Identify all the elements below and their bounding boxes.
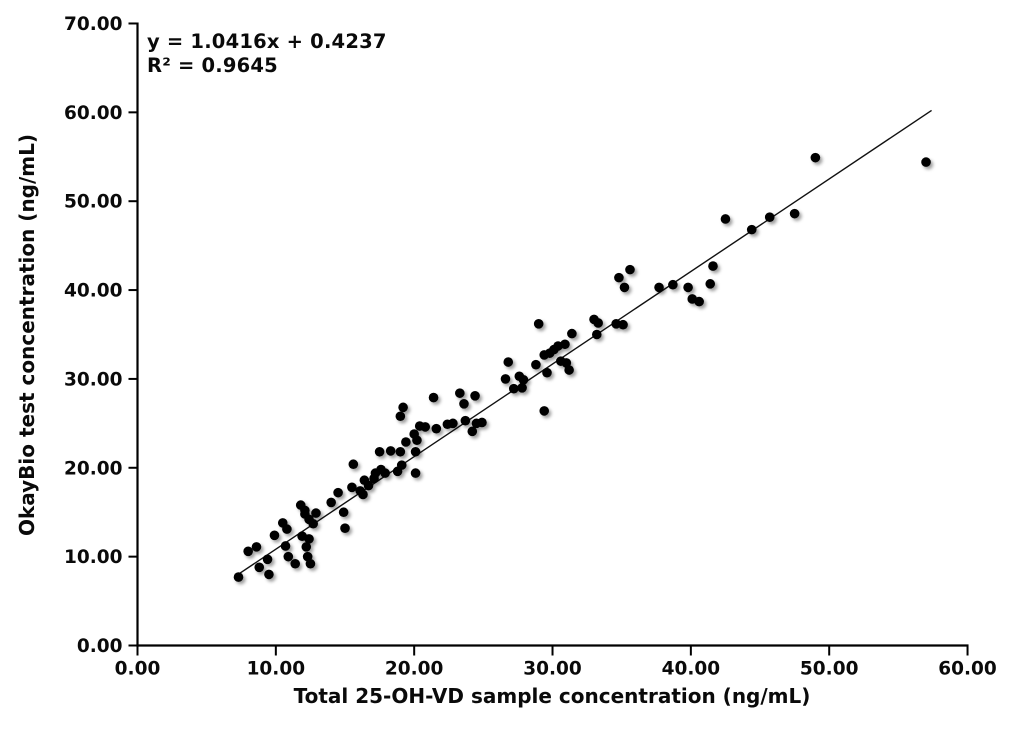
data-point (348, 459, 359, 470)
data-point (467, 426, 478, 437)
data-point (560, 339, 570, 350)
trendline-equation-block: y = 1.0416x + 0.4237 R² = 0.9645 (147, 30, 387, 77)
y-tick-label: 30.00 (64, 369, 123, 390)
data-point (358, 489, 368, 500)
data-point (412, 435, 422, 446)
data-point (305, 558, 316, 569)
data-point (338, 507, 349, 518)
data-point (614, 272, 624, 283)
data-point (683, 282, 693, 293)
data-point (542, 367, 552, 378)
data-point (470, 391, 480, 401)
data-point (340, 523, 350, 534)
x-axis-title: Total 25-OH-VD sample concentration (ng/… (293, 684, 811, 708)
r-squared-value: R² = 0.9645 (147, 53, 278, 77)
data-point (283, 551, 294, 562)
y-tick-label: 50.00 (64, 192, 123, 213)
y-tick-label: 10.00 (64, 547, 123, 568)
data-point (591, 329, 602, 340)
data-point (705, 279, 716, 289)
data-point (625, 264, 635, 275)
data-point (410, 468, 421, 478)
y-tick-label: 40.00 (64, 281, 123, 302)
trendline (236, 109, 932, 576)
x-tick-label: 30.00 (523, 659, 582, 680)
data-point (477, 417, 487, 428)
data-point (308, 518, 318, 529)
data-point (531, 359, 541, 370)
y-tick-label: 60.00 (64, 103, 123, 124)
data-point (392, 466, 403, 477)
data-point (746, 224, 757, 235)
data-point (720, 214, 731, 224)
data-point (500, 374, 511, 384)
data-point (708, 261, 718, 271)
data-point (503, 357, 514, 367)
data-point (264, 569, 274, 580)
data-point (539, 406, 550, 416)
data-point (459, 399, 469, 409)
data-point (398, 402, 408, 413)
data-point (269, 530, 280, 541)
data-point (567, 328, 577, 339)
data-point (508, 383, 519, 394)
data-point (533, 319, 544, 329)
data-point (304, 534, 314, 544)
data-point (410, 446, 421, 457)
x-tick-label: 40.00 (662, 659, 721, 680)
data-point (254, 562, 265, 573)
data-point (517, 383, 527, 393)
data-point (921, 157, 931, 167)
data-point (311, 508, 321, 518)
y-tick-label: 20.00 (64, 458, 123, 479)
data-point (363, 480, 374, 491)
trendline-equation: y = 1.0416x + 0.4237 (147, 30, 387, 53)
scatter-points (233, 152, 931, 582)
data-point (347, 482, 357, 493)
data-point (301, 542, 312, 552)
data-point (395, 446, 406, 457)
y-axis-title: OkayBio test concentration (ng/mL) (15, 133, 39, 537)
data-point (618, 319, 628, 330)
data-point (460, 415, 471, 426)
data-point (280, 541, 291, 551)
data-point (251, 542, 262, 552)
x-tick-label: 20.00 (385, 659, 444, 680)
y-tick-label: 70.00 (64, 14, 123, 35)
data-point (564, 365, 574, 375)
x-tick-label: 50.00 (800, 659, 859, 680)
data-point (455, 388, 465, 398)
data-point (401, 437, 411, 447)
data-point (654, 282, 664, 293)
data-point (282, 524, 292, 534)
data-point (326, 497, 336, 508)
data-point (619, 282, 630, 293)
data-point (374, 446, 385, 457)
data-point (420, 422, 431, 432)
data-point (380, 468, 390, 478)
data-point (333, 487, 343, 498)
data-point (290, 558, 301, 569)
x-tick-label: 10.00 (247, 659, 306, 680)
data-point (448, 418, 458, 429)
data-point (810, 152, 821, 163)
y-tick-label: 0.00 (77, 636, 123, 657)
data-point (233, 572, 244, 582)
data-point (243, 546, 253, 557)
x-tick-label: 0.00 (115, 659, 161, 680)
data-point (431, 423, 442, 434)
data-point (395, 411, 406, 422)
data-point (593, 318, 603, 328)
data-point (428, 392, 439, 403)
data-point (518, 375, 529, 385)
data-point (764, 212, 775, 222)
data-point (385, 446, 396, 456)
data-point (789, 208, 800, 219)
data-point (262, 554, 273, 565)
x-tick-label: 60.00 (938, 659, 997, 680)
data-point (668, 279, 678, 290)
data-point (694, 296, 704, 307)
